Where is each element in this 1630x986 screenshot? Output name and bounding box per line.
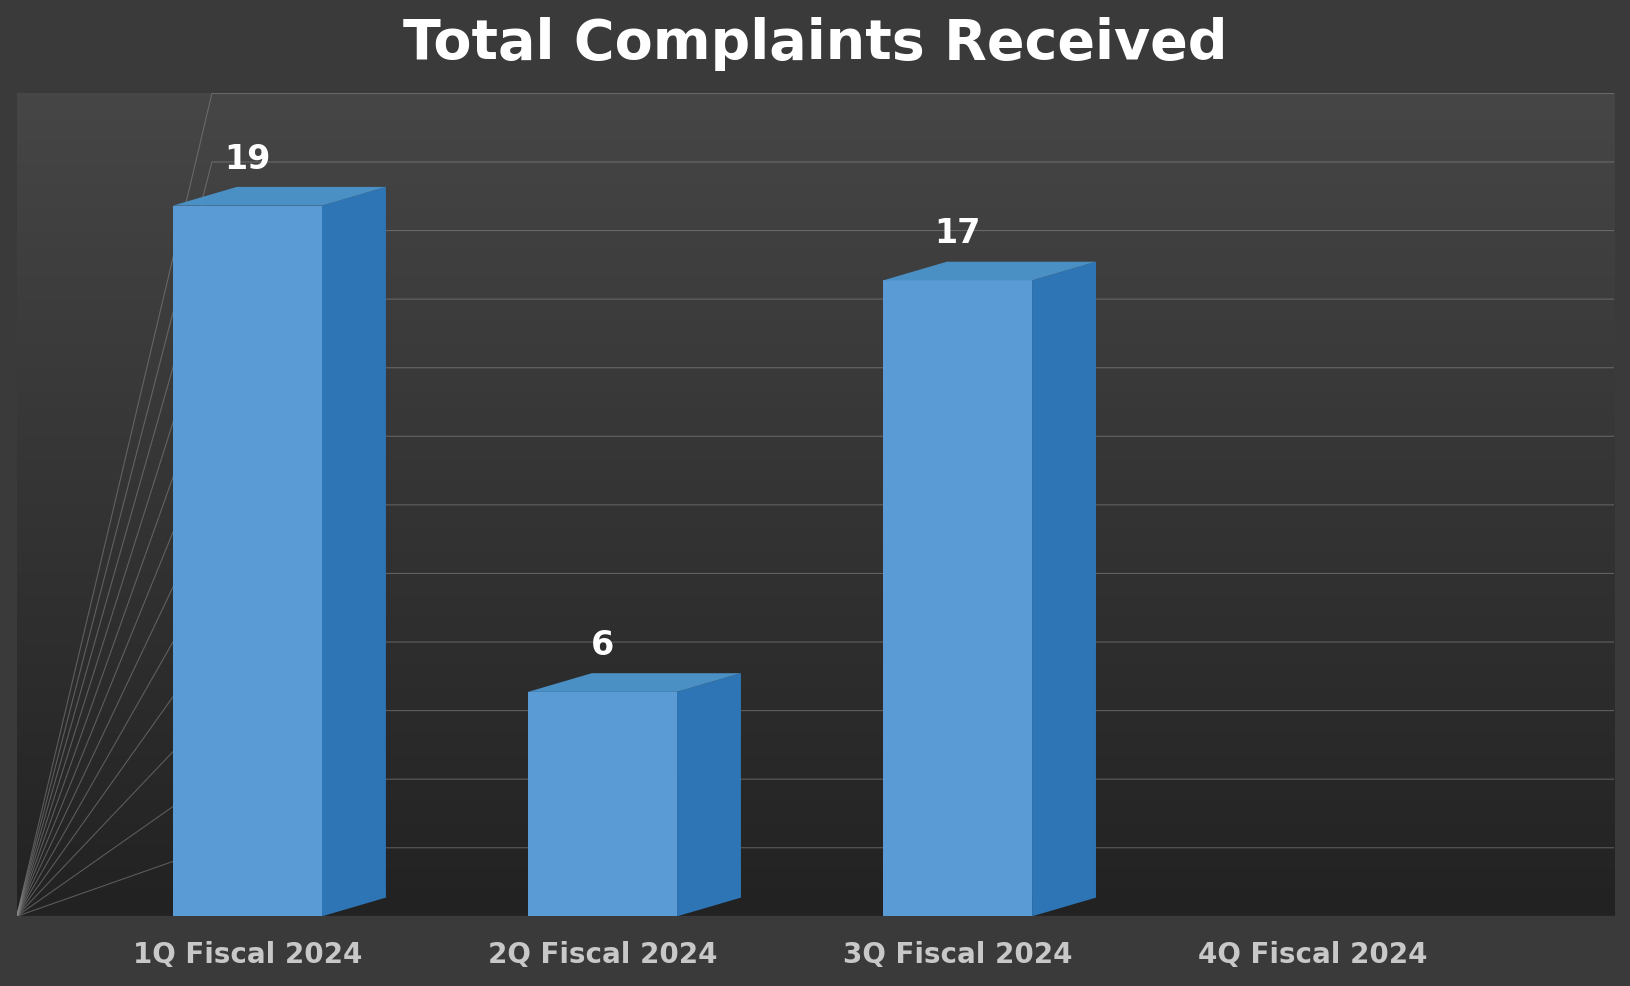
Polygon shape xyxy=(882,897,1095,916)
Polygon shape xyxy=(528,897,740,916)
Polygon shape xyxy=(676,673,740,916)
Polygon shape xyxy=(173,206,321,916)
Polygon shape xyxy=(173,897,386,916)
Text: 17: 17 xyxy=(934,218,980,250)
Polygon shape xyxy=(528,673,740,692)
Polygon shape xyxy=(528,692,676,916)
Text: 6: 6 xyxy=(590,629,615,662)
Polygon shape xyxy=(1032,261,1095,916)
Polygon shape xyxy=(882,261,1095,280)
Polygon shape xyxy=(321,187,386,916)
Title: Total Complaints Received: Total Complaints Received xyxy=(403,17,1227,71)
Text: 19: 19 xyxy=(223,143,271,176)
Polygon shape xyxy=(882,280,1032,916)
Polygon shape xyxy=(173,187,386,206)
